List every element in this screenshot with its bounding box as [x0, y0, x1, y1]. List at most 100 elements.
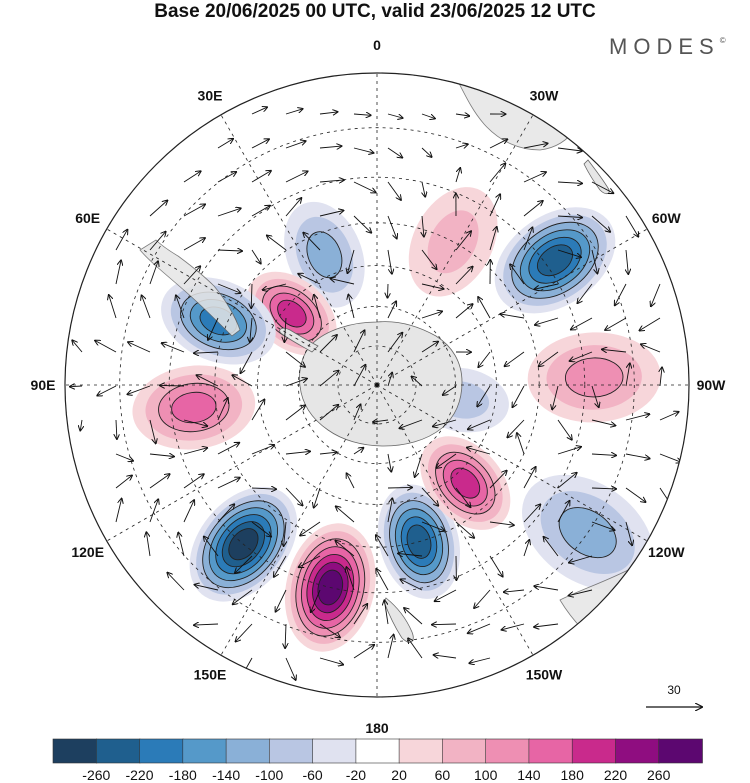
longitude-label-60w: 60W [652, 210, 682, 226]
wind-arrow [115, 499, 122, 523]
colorbar-tick-label: -180 [169, 767, 197, 783]
wind-arrow [251, 488, 276, 489]
wind-arrow [217, 504, 234, 523]
colorbar-swatch [355, 738, 400, 764]
wind-arrow [591, 181, 613, 193]
wind-arrow [602, 349, 627, 352]
wind-arrow [387, 635, 394, 659]
wind-arrow [197, 375, 219, 387]
wind-arrow [387, 373, 392, 387]
wind-arrow [651, 283, 661, 306]
wind-arrow [412, 377, 423, 387]
wind-arrow [319, 112, 337, 114]
wind-arrow [436, 453, 457, 468]
wind-arrow [571, 317, 593, 330]
wind-arrow [115, 476, 132, 489]
longitude-label-120w: 120W [648, 544, 685, 560]
wind-arrow [591, 454, 616, 455]
wind-arrow [149, 499, 158, 523]
modes-logo: MODES© [609, 34, 726, 60]
wind-arrow [314, 295, 321, 319]
wind-arrow [194, 352, 219, 353]
wind-arrow [387, 215, 397, 238]
wind-arrow [251, 521, 271, 537]
wind-arrow [176, 295, 185, 319]
wind-arrow [591, 385, 599, 407]
wind-arrow [505, 351, 525, 366]
wind-arrow [591, 249, 597, 273]
wind-arrow [217, 283, 240, 293]
wind-arrow [298, 274, 321, 285]
wind-arrow [489, 227, 497, 251]
wind-arrow [534, 624, 559, 627]
wind-arrow [659, 453, 681, 462]
wind-arrow [267, 236, 287, 251]
wind-arrow [570, 351, 593, 361]
wind-arrow [149, 201, 167, 217]
longitude-label-120e: 120E [71, 544, 104, 560]
wind-arrow [183, 266, 200, 285]
wind-arrow [285, 109, 303, 115]
wind-arrow [353, 114, 371, 115]
colorbar-swatch [225, 738, 271, 764]
wind-arrow [319, 657, 343, 665]
south-pole-marker [375, 383, 379, 387]
wind-arrow [183, 204, 205, 217]
wind-arrow [455, 267, 473, 285]
colorbar [52, 738, 703, 764]
wind-arrow [435, 589, 457, 601]
wind-arrow [404, 608, 423, 625]
wind-arrow [455, 304, 473, 319]
wind-arrow [398, 554, 423, 557]
colorbar-tick-label: 180 [561, 767, 585, 783]
wind-arrow [183, 500, 194, 523]
colorbar-swatch [528, 738, 574, 764]
wind-arrow [241, 351, 253, 373]
wind-arrow [285, 623, 286, 648]
wind-arrow [314, 487, 321, 508]
colorbar-swatch [96, 738, 141, 764]
wind-arrow [376, 535, 389, 557]
wind-arrow [353, 645, 374, 659]
wind-arrow [615, 283, 627, 305]
wind-arrow [502, 623, 525, 630]
antarctica-landmass [299, 321, 463, 447]
wind-arrow [387, 301, 396, 319]
wind-arrow [591, 419, 615, 426]
meridian-line [376, 114, 534, 386]
wind-arrow [285, 451, 310, 454]
wind-arrow [455, 231, 471, 251]
meridian-line [106, 384, 378, 542]
wind-arrow [217, 172, 236, 183]
wind-arrow [513, 385, 525, 407]
longitude-label-150w: 150W [526, 666, 563, 682]
wind-arrow [236, 623, 253, 642]
wind-arrow [578, 283, 593, 303]
wind-arrow [478, 297, 491, 319]
wind-arrow [183, 474, 204, 489]
wind-arrow [455, 521, 474, 538]
wind-arrow [625, 215, 638, 237]
wind-arrow [251, 171, 271, 183]
wind-arrow [217, 208, 241, 217]
wind-arrow [557, 501, 570, 523]
wind-arrow [95, 341, 117, 353]
anomaly-center-10 [420, 436, 511, 530]
wind-arrow [504, 590, 525, 592]
wind-arrow [285, 487, 303, 505]
colorbar-tick-label: 60 [435, 767, 451, 783]
wind-arrow [195, 585, 219, 591]
wind-arrow [387, 487, 412, 488]
colorbar-swatch [658, 738, 703, 764]
wind-arrow [557, 148, 582, 151]
map-border [64, 72, 690, 698]
wind-arrow [217, 478, 240, 489]
wind-arrow [348, 295, 355, 319]
colorbar-tick-label: -60 [302, 767, 322, 783]
wind-arrow [523, 228, 532, 251]
wind-arrow [523, 467, 536, 489]
wind-arrow [353, 215, 371, 233]
longitude-label-30w: 30W [530, 88, 560, 104]
wind-arrow [319, 211, 343, 217]
